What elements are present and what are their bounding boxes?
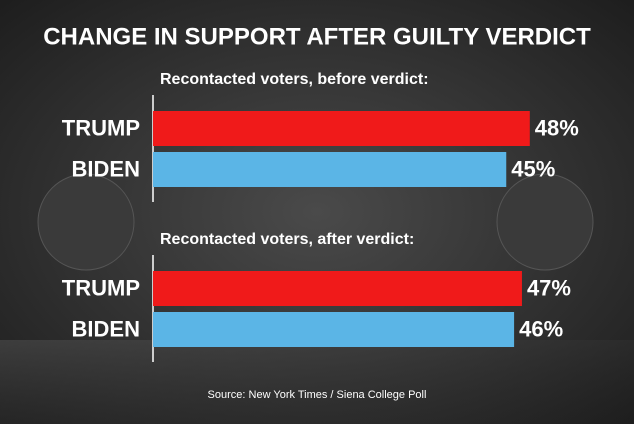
bar — [153, 111, 530, 146]
category-label: TRUMP — [62, 275, 140, 300]
value-label: 47% — [527, 275, 571, 300]
value-label: 45% — [511, 156, 555, 181]
flag-stripe — [0, 340, 634, 424]
category-label: BIDEN — [72, 156, 140, 181]
panel-title: Recontacted voters, before verdict: — [160, 71, 429, 88]
panel-title: Recontacted voters, after verdict: — [160, 231, 414, 248]
portrait-biden — [37, 173, 135, 271]
bar — [153, 312, 515, 347]
source: Source: New York Times / Siena College P… — [208, 389, 427, 401]
value-label: 46% — [519, 316, 563, 341]
bar — [153, 271, 522, 306]
portrait-trump — [496, 173, 594, 271]
value-label: 48% — [535, 115, 579, 140]
category-label: TRUMP — [62, 115, 140, 140]
category-label: BIDEN — [72, 316, 140, 341]
chart-title: CHANGE IN SUPPORT AFTER GUILTY VERDICT — [43, 23, 591, 50]
bar — [153, 152, 507, 187]
